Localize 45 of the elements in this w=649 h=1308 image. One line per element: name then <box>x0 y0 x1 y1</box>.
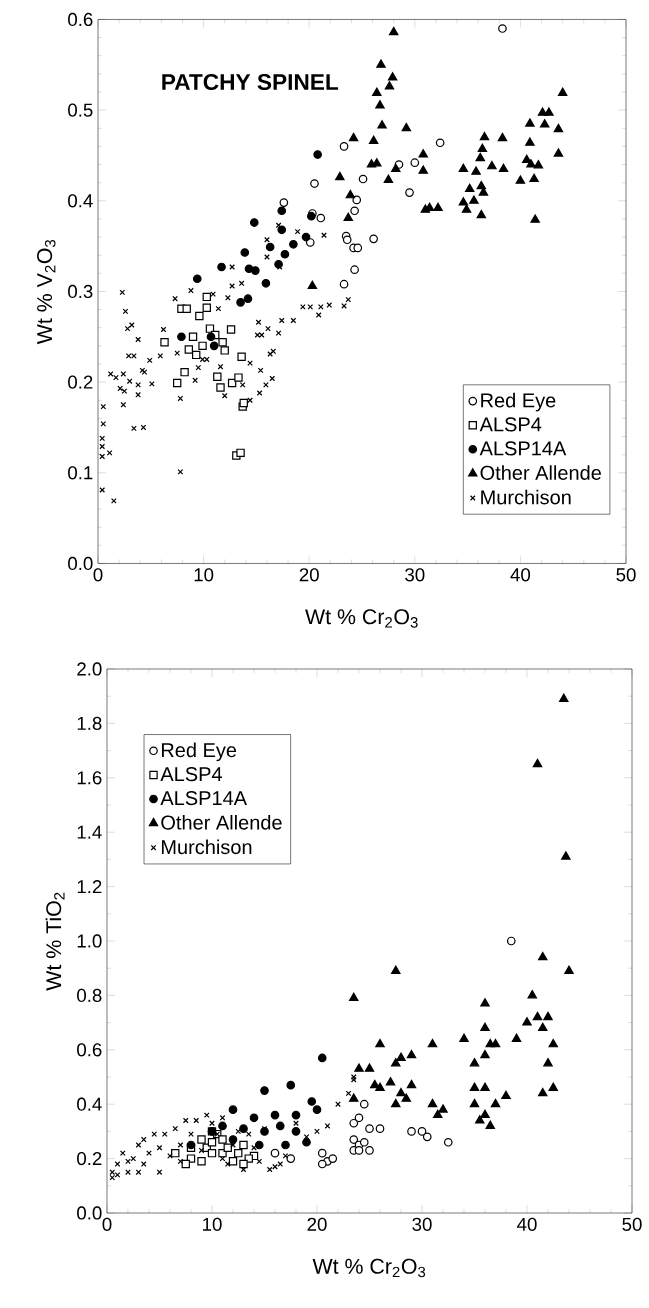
y-tick-label: 1.2 <box>77 880 102 894</box>
y-tick-label: 0.0 <box>68 556 93 571</box>
x-tick-label: 30 <box>405 568 425 582</box>
legend-label: ALSP4 <box>160 767 223 782</box>
y-tick-label: 1.8 <box>77 716 102 731</box>
legend-label: Other Allende <box>161 814 282 830</box>
text: PATCHY SPINEL <box>162 73 339 91</box>
y-tick-label: 0.2 <box>77 1151 102 1166</box>
x-tick-label: 50 <box>622 1217 642 1231</box>
y-tick-label: 0.4 <box>68 194 93 208</box>
legend-label: ALSP14A <box>479 441 567 456</box>
x-tick-label: 40 <box>510 568 531 582</box>
y-tick-label: 0.4 <box>77 1097 102 1111</box>
x-axis-title: Wt % Cr$_{2}$O$_{3}$ <box>305 609 418 628</box>
x-tick-label: 20 <box>299 568 319 582</box>
legend-label: Murchison <box>481 489 571 505</box>
legend-label: Murchison <box>161 839 252 855</box>
legend-label: Red Eye <box>481 392 556 412</box>
y-tick-label: 1.0 <box>77 934 102 948</box>
y-tick-label: 0.0 <box>77 1206 102 1220</box>
legend-label: Red Eye <box>161 742 237 762</box>
legend-label: ALSP4 <box>479 417 542 432</box>
y-tick-label: 0.6 <box>68 12 93 27</box>
x-tick-label: 10 <box>203 1217 222 1231</box>
y-tick-label: 0.2 <box>68 375 93 389</box>
x-tick-label: 0 <box>93 568 103 582</box>
y-tick-label: 0.1 <box>68 466 93 480</box>
x-tick-label: 20 <box>307 1217 327 1231</box>
y-axis-title: Wt % V$_{2}$O$_{3}$ <box>37 239 56 345</box>
y-tick-label: 0.6 <box>77 1043 102 1057</box>
legend-label: Other Allende <box>480 465 601 480</box>
x-tick-label: 40 <box>517 1217 537 1231</box>
y-tick-label: 2.0 <box>77 662 102 676</box>
x-tick-label: 30 <box>412 1217 432 1231</box>
y-tick-label: 1.6 <box>77 771 102 785</box>
x-tick-label: 50 <box>616 568 636 582</box>
x-tick-label: 10 <box>194 568 214 582</box>
x-axis-title: Wt % Cr$_{2}$O$_{3}$ <box>312 1258 426 1278</box>
legend-label: ALSP14A <box>160 790 248 806</box>
y-tick-label: 1.4 <box>77 825 102 839</box>
x-tick-label: 0 <box>102 1217 112 1231</box>
y-axis-title: Wt % TiO$_{2}$ <box>45 892 65 991</box>
y-tick-label: 0.3 <box>68 284 93 299</box>
y-tick-label: 0.5 <box>68 103 93 117</box>
y-tick-label: 0.8 <box>77 988 102 1003</box>
